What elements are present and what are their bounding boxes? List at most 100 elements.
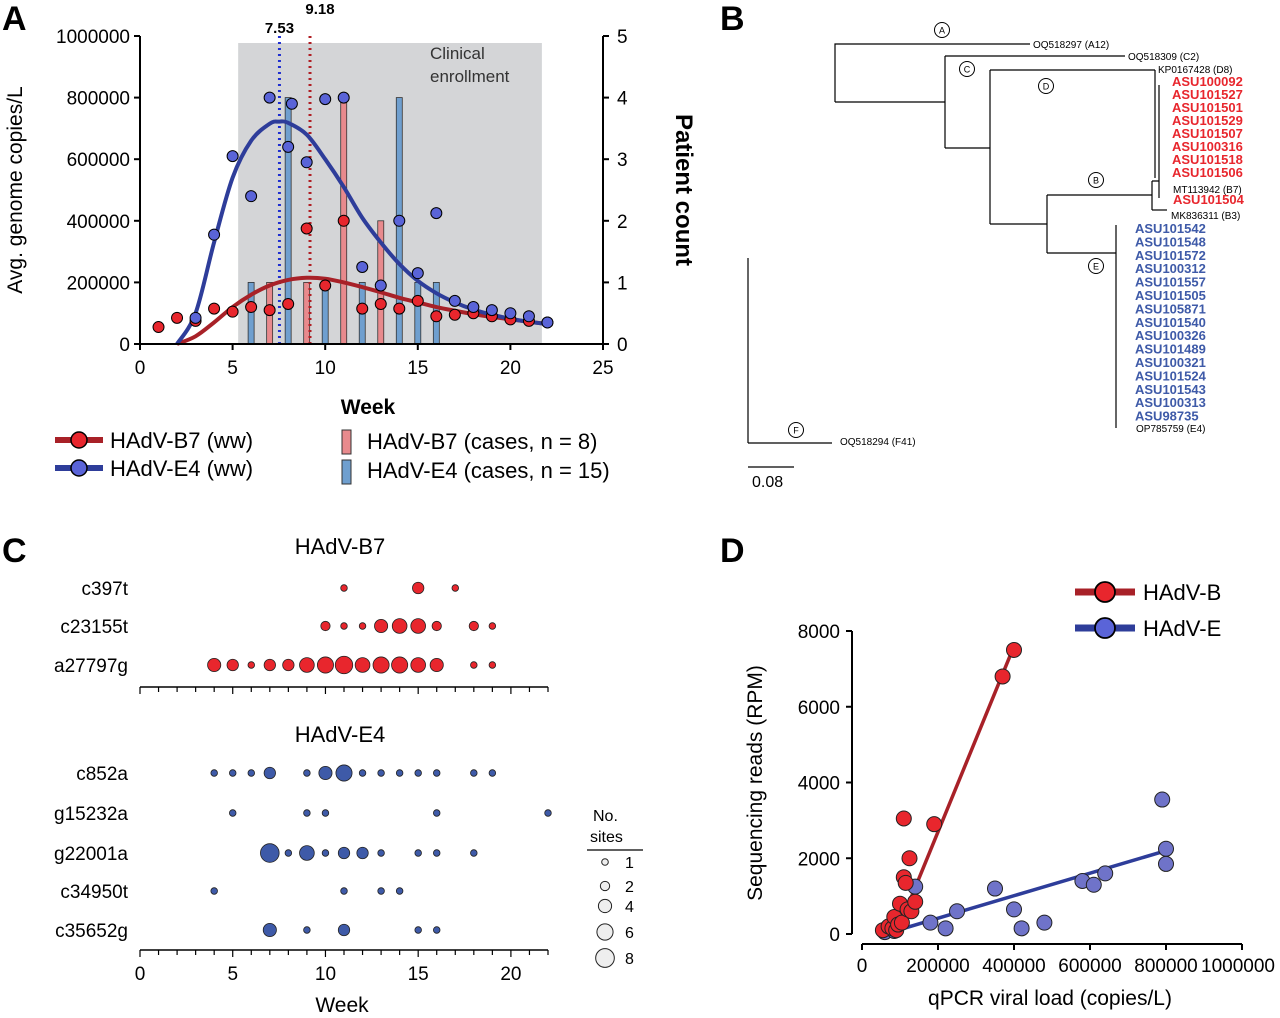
e4-mutation-bubble	[488, 769, 497, 777]
reference-tip: OQ518297 (A12)	[1033, 40, 1109, 51]
reference-tip: MT113942 (B7)	[1173, 185, 1242, 196]
panel-a-y2label: Patient count	[670, 114, 697, 266]
hadv-e-point	[1097, 865, 1114, 882]
b7-mutation-bubble	[391, 656, 409, 674]
x-tick-label: 0	[135, 358, 146, 379]
e4-mutation-bubble	[303, 809, 311, 817]
e4-mutation-bubble	[358, 769, 367, 777]
b7-ww-point	[263, 304, 276, 317]
size-legend-value: 6	[625, 925, 634, 942]
x-tick-label: 20	[500, 964, 521, 985]
panel-a-axes: 0 200000 400000 600000 800000 1000000 0 1 2 3 4 5 0 5…	[56, 27, 628, 379]
clade-marker	[1088, 172, 1104, 188]
b7-ww-point	[319, 279, 332, 292]
e4-isolate-tip: ASU101489	[1135, 342, 1206, 357]
b7-mutation-bubble	[334, 655, 354, 675]
e4-mutation-bubble	[433, 769, 441, 777]
x-tick-label: 0	[135, 964, 146, 985]
e4-ww-point	[300, 156, 313, 169]
e4-isolate-tip: ASU100321	[1135, 355, 1206, 370]
e4-ww-point	[374, 279, 387, 292]
y-tick-label: 8000	[798, 622, 840, 643]
panel-c-xlabel: Week	[315, 994, 369, 1017]
b7-mutation-bubble	[391, 618, 408, 634]
reference-tip: OQ518309 (C2)	[1128, 52, 1199, 63]
e4-ww-point	[430, 207, 443, 220]
e4-ww-point	[319, 93, 332, 106]
e4-mutation-bubble	[229, 809, 237, 817]
e4-case-bar	[414, 281, 422, 345]
hadv-b-point	[901, 850, 918, 867]
e4-isolate-tip: ASU101524	[1135, 368, 1207, 383]
b7-mutation-bubble	[282, 658, 295, 672]
tree-branches	[747, 43, 1167, 444]
x-tick-label: 0	[857, 956, 868, 977]
e4-mutation-bubble	[433, 926, 441, 934]
scale-bar-label: 0.08	[752, 474, 783, 491]
x-tick-label: 10	[315, 964, 336, 985]
y-tick-label: 1000000	[56, 27, 130, 48]
x-tick-label: 10	[315, 358, 336, 379]
b7-mutation-bubble	[410, 657, 426, 673]
mutation-label: g15232a	[54, 804, 128, 825]
b7-isolate-tip: ASU101507	[1172, 126, 1243, 141]
e4-mutation-bubble	[303, 769, 311, 777]
clade-label: F	[793, 426, 799, 436]
panel-d: D HAdV-B HAdV-E 0 2000 4000 6000 8000 0 200000…	[720, 532, 1275, 1010]
y-tick-label: 4000	[798, 774, 840, 795]
e4-isolate-tip: ASU101540	[1135, 315, 1206, 330]
panel-a-xlabel: Week	[341, 396, 396, 419]
size-legend-bubble	[595, 948, 615, 968]
panel-d-ylabel: Sequencing reads (RPM)	[744, 665, 767, 901]
y-tick-label: 0	[829, 925, 840, 946]
b7-ww-point	[337, 214, 350, 227]
panel-b-letter: B	[720, 0, 745, 38]
e4-ww-point	[245, 190, 258, 203]
e4-ww-point	[393, 214, 406, 227]
e4-ww-point	[411, 267, 424, 280]
y2-tick-label: 0	[617, 335, 628, 356]
e4-isolate-tip: ASU101543	[1135, 382, 1206, 397]
hadv-e-point	[1154, 791, 1171, 808]
hadv-b-point	[926, 816, 943, 833]
e4-ww-point	[189, 311, 202, 324]
b7-ww-point	[282, 297, 295, 310]
mutation-label: c852a	[76, 764, 128, 785]
b7-mutation-bubble	[340, 584, 348, 592]
clade-label: A	[939, 26, 945, 36]
x-tick-label: 1000000	[1201, 956, 1275, 977]
size-legend-value: 4	[625, 899, 634, 916]
e4-mutation-bubble	[544, 809, 552, 817]
b7-mutation-bubble	[354, 657, 371, 673]
e4-mutation-bubble	[318, 766, 333, 781]
clade-labels: A B C D E F	[788, 22, 1104, 438]
legend-b7-cases: HAdV-B7 (cases, n = 8)	[367, 429, 598, 454]
hadv-e-point	[1006, 901, 1022, 918]
e4-mutation-bubble	[210, 769, 218, 777]
e4-isolate-tip: ASU98735	[1135, 409, 1199, 424]
b7-mutation-bubble	[451, 584, 459, 592]
x-tick-label: 5	[227, 358, 238, 379]
b7-ww-point	[393, 302, 406, 315]
e4-mutation-bubble	[260, 843, 280, 863]
b7-mutation-bubble	[429, 658, 444, 673]
x-tick-label: 400000	[982, 956, 1045, 977]
e4-mutation-bubble	[470, 849, 478, 857]
e4-mutation-bubble	[247, 769, 255, 777]
b7-isolate-tip: ASU101529	[1172, 113, 1243, 128]
e4-mutation-bubble	[414, 849, 422, 857]
y-tick-label: 0	[119, 335, 130, 356]
size-legend: No. sites 1 2 4 6 8	[587, 808, 643, 968]
y2-tick-label: 4	[617, 89, 628, 110]
size-legend-value: 2	[625, 879, 634, 896]
b7-mutation-bubble	[488, 622, 497, 630]
b7-isolate-tip: ASU101527	[1172, 87, 1243, 102]
hadv-e-point	[949, 903, 965, 920]
legend-e4-ww-marker	[70, 459, 88, 477]
b7-mutation-bubble	[263, 658, 276, 672]
y2-tick-label: 5	[617, 27, 628, 48]
clinical-label-line2: enrollment	[430, 67, 510, 86]
b7-mutation-bubble	[431, 620, 442, 632]
e4-ww-point	[448, 294, 461, 307]
b7-mutation-bubble	[358, 622, 367, 630]
